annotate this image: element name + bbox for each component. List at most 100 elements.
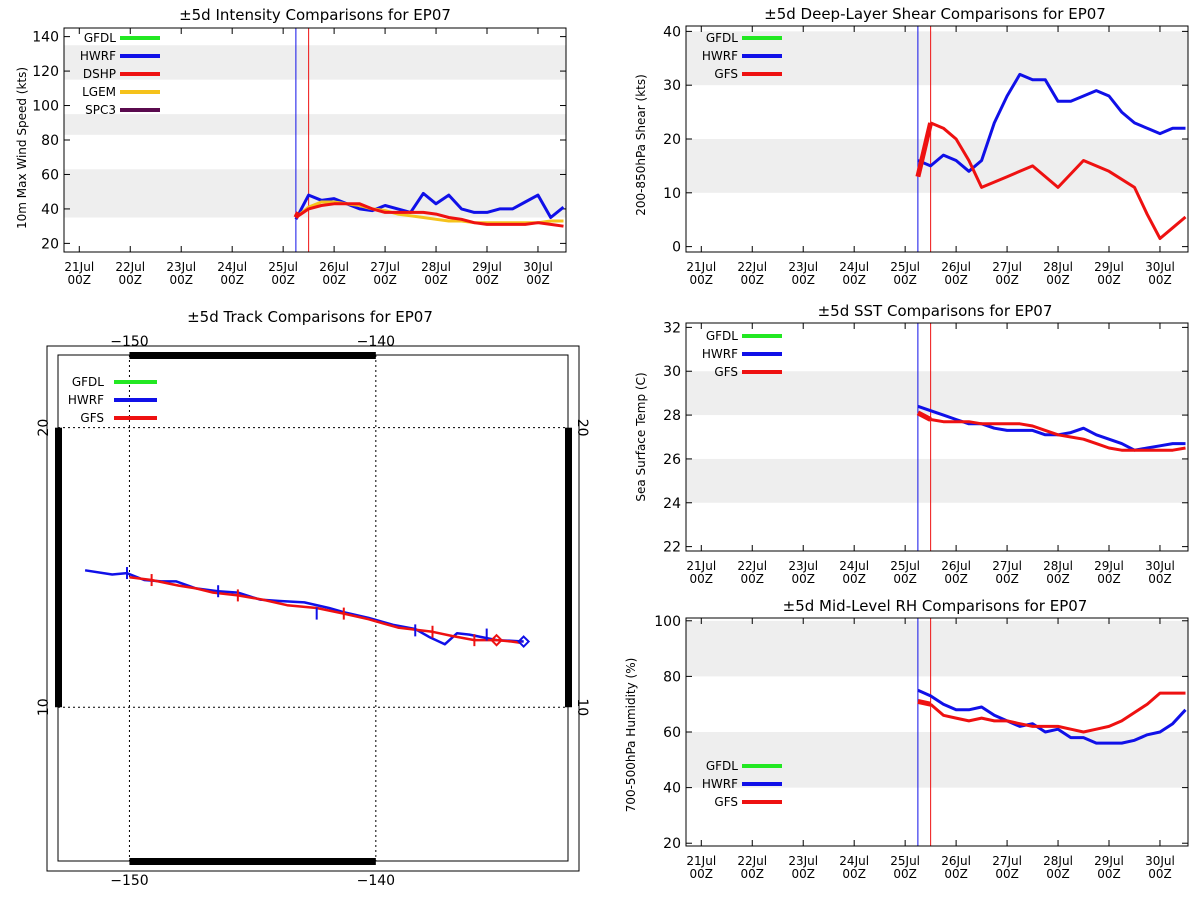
intensity-panel: ±5d Intensity Comparisons for EP07 10m M… <box>15 6 567 287</box>
intensity-xtick-hour: 00Z <box>322 273 346 287</box>
rh-xtick-day: 22Jul <box>737 854 767 868</box>
intensity-xtick-day: 22Jul <box>115 260 145 274</box>
rh-band-1 <box>686 620 1188 677</box>
rh-legend-label: HWRF <box>702 777 738 791</box>
rh-xtick-hour: 00Z <box>690 867 714 881</box>
shear-xtick-day: 26Jul <box>941 260 971 274</box>
shear-ytick-label: 10 <box>663 186 681 202</box>
rh-xtick-hour: 00Z <box>1046 867 1070 881</box>
rh-ytick-label: 100 <box>654 614 681 630</box>
shear-legend-label: HWRF <box>702 49 738 63</box>
shear-xtick-hour: 00Z <box>893 273 917 287</box>
shear-xtick-day: 27Jul <box>992 260 1022 274</box>
sst-xtick-hour: 00Z <box>741 572 765 586</box>
track-hwrf-end-marker <box>517 635 531 648</box>
shear-xtick-day: 29Jul <box>1094 260 1124 274</box>
intensity-ytick-label: 100 <box>32 99 59 115</box>
shear-band-1 <box>686 31 1188 86</box>
rh-xtick-day: 30Jul <box>1145 854 1175 868</box>
shear-xtick-day: 30Jul <box>1145 260 1175 274</box>
shear-xtick-day: 28Jul <box>1043 260 1073 274</box>
sst-ylabel: Sea Surface Temp (C) <box>634 372 648 501</box>
shear-ylabel: 200-850hPa Shear (kts) <box>634 74 648 216</box>
track-lon-label-top: −150 <box>110 334 148 350</box>
rh-xtick-day: 29Jul <box>1094 854 1124 868</box>
intensity-xtick-hour: 00Z <box>373 273 397 287</box>
shear-series-gfs <box>930 121 1187 240</box>
rh-series-gfs <box>929 691 1186 734</box>
track-gfs-end-marker <box>490 633 503 647</box>
rh-panel: ±5d Mid-Level RH Comparisons for EP07 70… <box>624 597 1189 881</box>
intensity-xtick-day: 26Jul <box>319 260 349 274</box>
rh-xtick-hour: 00Z <box>791 867 815 881</box>
track-legend-label: HWRF <box>68 393 104 407</box>
sst-panel: ±5d SST Comparisons for EP07 Sea Surface… <box>634 302 1189 586</box>
intensity-ytick-label: 140 <box>32 30 59 46</box>
rh-ytick-label: 20 <box>663 836 681 852</box>
rh-xtick-day: 26Jul <box>941 854 971 868</box>
sst-xtick-hour: 00Z <box>791 572 815 586</box>
intensity-xtick-day: 30Jul <box>523 260 553 274</box>
sst-series-gfs <box>930 418 1186 452</box>
sst-legend-label: GFDL <box>706 329 738 343</box>
sst-init-segment <box>916 410 932 422</box>
intensity-ylabel: 10m Max Wind Speed (kts) <box>15 67 29 229</box>
rh-xtick-hour: 00Z <box>995 867 1019 881</box>
rh-title: ±5d Mid-Level RH Comparisons for EP07 <box>783 597 1088 615</box>
rh-xtick-day: 24Jul <box>839 854 869 868</box>
track-lat-label-right: 20 <box>574 419 590 437</box>
sst-title: ±5d SST Comparisons for EP07 <box>818 302 1053 320</box>
shear-xtick-hour: 00Z <box>690 273 714 287</box>
intensity-legend-label: SPC3 <box>85 103 116 117</box>
sst-xtick-hour: 00Z <box>893 572 917 586</box>
intensity-xtick-hour: 00Z <box>475 273 499 287</box>
shear-legend-label: GFS <box>714 67 738 81</box>
track-lat-label-left: 20 <box>36 419 52 437</box>
sst-xtick-hour: 00Z <box>1148 572 1172 586</box>
sst-xtick-hour: 00Z <box>690 572 714 586</box>
track-legend-label: GFS <box>80 411 104 425</box>
intensity-ytick-label: 40 <box>41 202 59 218</box>
track-lon-label-bottom: −140 <box>357 873 395 889</box>
shear-ytick-label: 30 <box>663 78 681 94</box>
rh-xtick-day: 23Jul <box>788 854 818 868</box>
sst-ytick-label: 28 <box>663 408 681 424</box>
rh-xtick-hour: 00Z <box>741 867 765 881</box>
sst-xtick-hour: 00Z <box>995 572 1019 586</box>
rh-ytick-label: 80 <box>663 669 681 685</box>
intensity-xtick-day: 28Jul <box>421 260 451 274</box>
track-title: ±5d Track Comparisons for EP07 <box>187 308 433 326</box>
intensity-series-dshp <box>295 202 564 228</box>
rh-xtick-hour: 00Z <box>893 867 917 881</box>
shear-band-0 <box>686 139 1188 193</box>
intensity-ytick-label: 120 <box>32 64 59 80</box>
rh-xtick-day: 25Jul <box>890 854 920 868</box>
sst-ytick-label: 32 <box>663 320 681 336</box>
sst-xtick-day: 28Jul <box>1043 559 1073 573</box>
sst-xtick-hour: 00Z <box>842 572 866 586</box>
sst-ytick-label: 22 <box>663 540 681 556</box>
intensity-xtick-hour: 00Z <box>271 273 295 287</box>
sst-legend-label: HWRF <box>702 347 738 361</box>
shear-xtick-hour: 00Z <box>1097 273 1121 287</box>
track-border-bar-bottom <box>129 858 376 865</box>
rh-xtick-hour: 00Z <box>842 867 866 881</box>
rh-frame <box>685 617 1189 847</box>
track-lat-label-left: 10 <box>36 698 52 716</box>
intensity-xtick-hour: 00Z <box>424 273 448 287</box>
intensity-xtick-day: 23Jul <box>166 260 196 274</box>
shear-panel: ±5d Deep-Layer Shear Comparisons for EP0… <box>634 5 1189 287</box>
sst-xtick-day: 23Jul <box>788 559 818 573</box>
shear-title: ±5d Deep-Layer Shear Comparisons for EP0… <box>764 5 1106 23</box>
rh-xtick-hour: 00Z <box>1097 867 1121 881</box>
intensity-ytick-label: 20 <box>41 236 59 252</box>
shear-xtick-hour: 00Z <box>842 273 866 287</box>
intensity-frame <box>63 27 567 253</box>
intensity-xtick-day: 24Jul <box>217 260 247 274</box>
rh-legend-label: GFS <box>714 795 738 809</box>
rh-init-segment <box>917 698 932 707</box>
intensity-legend-label: DSHP <box>83 67 116 81</box>
rh-legend-label: GFDL <box>706 759 738 773</box>
intensity-ytick-label: 60 <box>41 167 59 183</box>
